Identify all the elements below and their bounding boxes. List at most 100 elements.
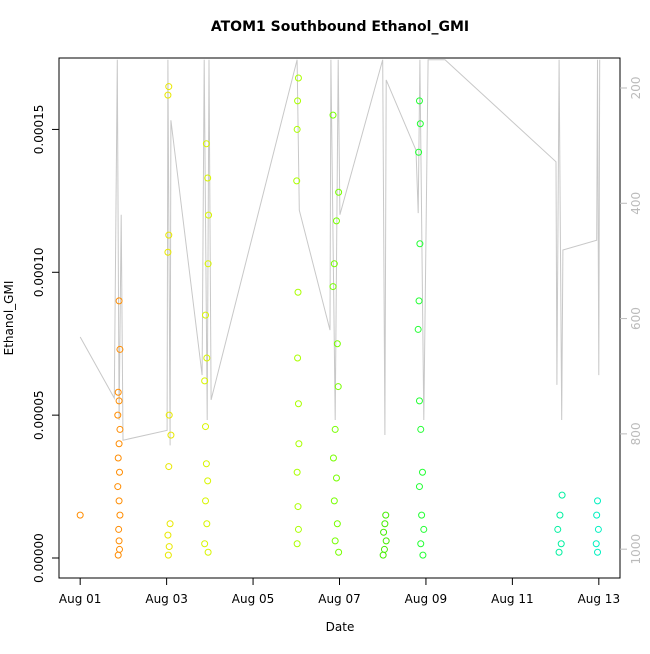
point <box>114 454 122 462</box>
point <box>415 483 423 491</box>
point <box>76 511 84 519</box>
line <box>79 59 601 446</box>
point <box>332 474 340 482</box>
x-tick-label: Aug 13 <box>578 592 621 606</box>
y2-tick-label: 400 <box>629 192 643 215</box>
point <box>329 283 337 291</box>
point <box>164 531 172 539</box>
y2-tick-label: 600 <box>629 307 643 330</box>
x-tick-label: Aug 03 <box>145 592 188 606</box>
point <box>330 497 338 505</box>
point <box>114 483 122 491</box>
y-axis-label: Ethanol_GMI <box>2 281 16 356</box>
point <box>201 377 209 385</box>
point <box>165 231 173 239</box>
point <box>415 297 423 305</box>
x-axis-label: Date <box>326 620 355 634</box>
point <box>203 520 211 528</box>
point <box>167 431 175 439</box>
y-tick-label: 0.00010 <box>32 247 46 297</box>
x-tick-label: Aug 01 <box>59 592 102 606</box>
point <box>556 511 564 519</box>
point <box>114 388 122 396</box>
point <box>329 454 337 462</box>
y-tick-label: 0.00015 <box>32 105 46 155</box>
point <box>293 125 301 133</box>
point <box>164 248 172 256</box>
y2-tick-label: 800 <box>629 422 643 445</box>
point <box>115 397 123 405</box>
point <box>164 551 172 559</box>
x-tick-label: Aug 11 <box>491 592 534 606</box>
point <box>414 325 422 333</box>
point <box>164 91 172 99</box>
point <box>294 503 302 511</box>
point <box>419 551 427 559</box>
y-tick-label: 0.00000 <box>32 533 46 583</box>
point <box>593 511 601 519</box>
point <box>116 545 124 553</box>
point <box>116 511 124 519</box>
point <box>417 540 425 548</box>
point <box>202 140 210 148</box>
point <box>420 525 428 533</box>
point <box>557 540 565 548</box>
point <box>202 497 210 505</box>
point <box>115 525 123 533</box>
point <box>165 411 173 419</box>
point <box>204 260 212 268</box>
x-tick-label: Aug 09 <box>405 592 448 606</box>
point <box>329 111 337 119</box>
point <box>165 543 173 551</box>
point <box>204 548 212 556</box>
point <box>294 74 302 82</box>
point <box>335 188 343 196</box>
point <box>114 411 122 419</box>
point <box>293 540 301 548</box>
point <box>202 311 210 319</box>
point <box>204 477 212 485</box>
point <box>294 400 302 408</box>
point <box>418 511 426 519</box>
point <box>379 551 387 559</box>
point <box>114 551 122 559</box>
point <box>417 425 425 433</box>
chart-title: ATOM1 Southbound Ethanol_GMI <box>211 19 469 35</box>
x-tick-label: Aug 05 <box>232 592 275 606</box>
point <box>294 97 302 105</box>
point <box>330 260 338 268</box>
point <box>380 545 388 553</box>
point <box>416 240 424 248</box>
point <box>415 148 423 156</box>
point <box>380 528 388 536</box>
point <box>332 217 340 225</box>
point <box>204 174 212 182</box>
point <box>294 354 302 362</box>
point <box>415 97 423 105</box>
point <box>555 548 563 556</box>
point <box>333 520 341 528</box>
point <box>382 537 390 545</box>
point <box>381 520 389 528</box>
point <box>335 548 343 556</box>
point <box>293 177 301 185</box>
point <box>115 297 123 305</box>
point <box>331 425 339 433</box>
point <box>416 120 424 128</box>
point <box>116 425 124 433</box>
point <box>202 423 210 431</box>
point <box>116 345 124 353</box>
point <box>201 540 209 548</box>
point <box>594 497 602 505</box>
y-tick-label: 0.00005 <box>32 390 46 440</box>
point <box>115 537 123 545</box>
point <box>415 397 423 405</box>
point <box>331 537 339 545</box>
point <box>115 497 123 505</box>
point <box>165 83 173 91</box>
point <box>333 340 341 348</box>
y2-tick-label: 1000 <box>629 534 643 565</box>
point <box>115 440 123 448</box>
